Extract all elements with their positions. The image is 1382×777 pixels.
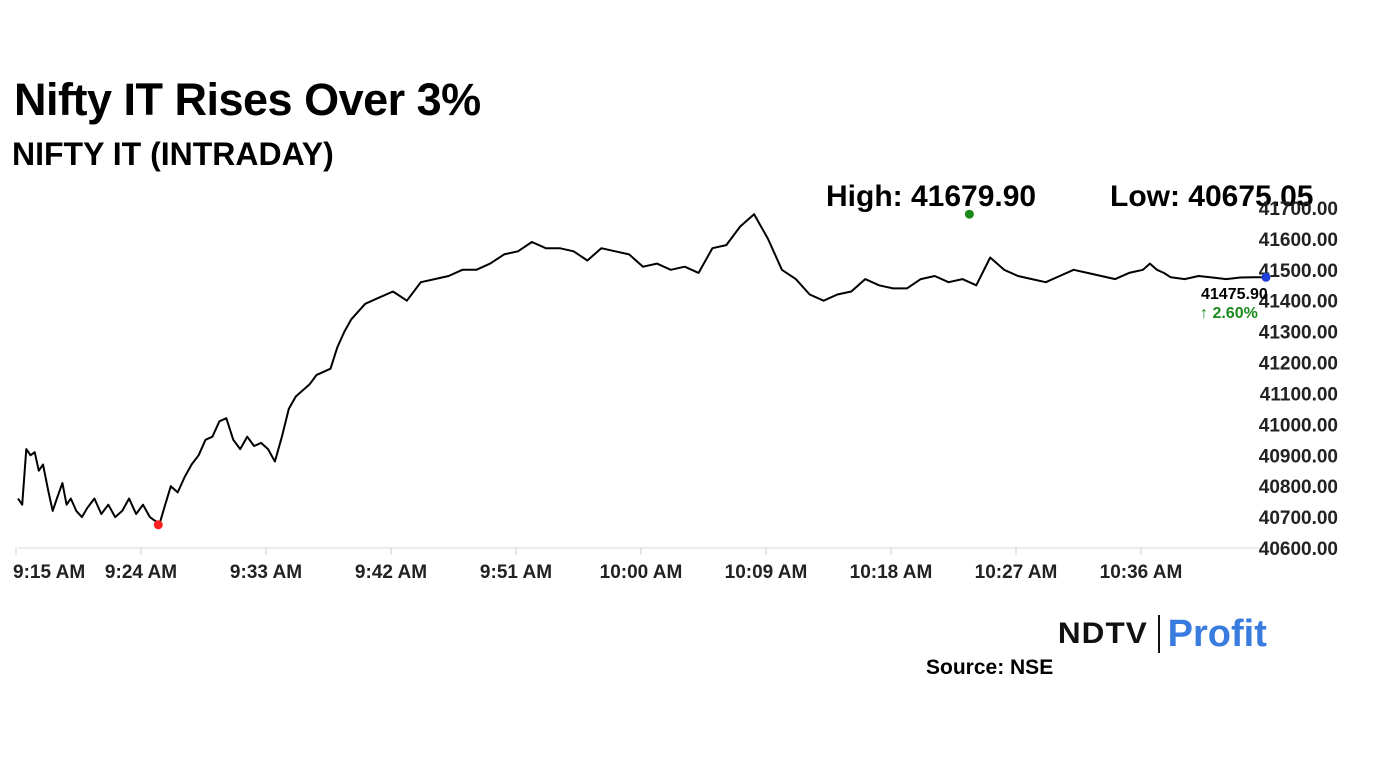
x-tick-label: 10:09 AM [725,562,808,583]
y-tick-label: 41000.00 [1259,415,1338,436]
x-tick-label: 9:24 AM [105,562,177,583]
y-tick-label: 41500.00 [1259,261,1338,282]
last-value-label: 41475.90 [1201,286,1268,303]
last-change-label: ↑ 2.60% [1200,305,1258,322]
y-tick-label: 40700.00 [1259,508,1338,529]
y-tick-label: 41300.00 [1259,323,1338,344]
y-tick-label: 41200.00 [1259,354,1338,375]
brand-ndtv: NDTV [1057,617,1148,650]
brand-profit: Profit [1167,612,1267,655]
price-line [17,213,1269,525]
x-tick-label: 10:18 AM [850,562,933,583]
x-tick-label: 9:42 AM [355,562,427,583]
x-tick-label: 10:27 AM [975,562,1058,583]
x-tick-label: 9:33 AM [230,562,302,583]
x-tick-label: 9:51 AM [480,562,552,583]
y-tick-label: 40800.00 [1259,477,1338,498]
chart-title: Nifty IT Rises Over 3% [14,74,481,125]
y-tick-label: 41100.00 [1260,384,1338,405]
x-tick-label: 10:00 AM [600,562,683,583]
chart-subtitle: NIFTY IT (INTRADAY) [12,136,334,172]
y-tick-label: 40900.00 [1259,446,1338,467]
y-tick-label: 40600.00 [1259,539,1338,560]
ndtv-profit-logo: NDTV Profit [1057,612,1267,656]
low-marker [153,520,163,530]
y-tick-label: 41600.00 [1259,230,1338,251]
source-note: Source: NSE [926,656,1054,679]
x-tick-label: 10:36 AM [1100,562,1183,583]
y-tick-label: 41700.00 [1259,199,1338,220]
x-tick-label: 9:15 AM [13,562,85,583]
low-label: Low: 40675.05 [1110,180,1314,213]
high-label: High: 41679.90 [826,180,1037,213]
last-marker [1261,272,1271,282]
brand-separator [1157,615,1160,653]
high-marker [964,209,974,219]
y-tick-label: 41400.00 [1259,292,1338,313]
